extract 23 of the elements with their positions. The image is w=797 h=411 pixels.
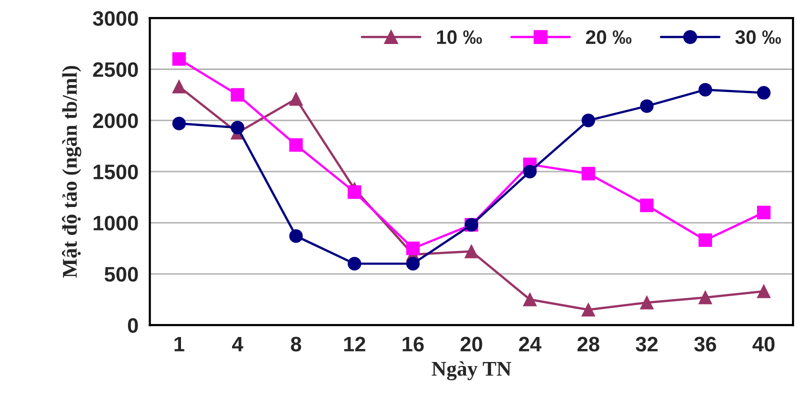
x-tick-label: 20 [460,336,482,352]
x-tick-label: 12 [344,336,366,352]
legend-label: 20 ‰ [586,30,632,44]
x-tick-label: 36 [694,336,716,352]
y-tick-label: 2500 [93,62,138,78]
x-tick-label: 24 [519,336,542,352]
y-tick-label: 3000 [92,11,138,26]
x-tick-label: 32 [636,336,658,352]
y-tick-label: 1500 [94,164,138,180]
y-tick-label: 2000 [93,113,138,128]
y-tick-label: 500 [104,266,138,282]
y-axis-title: Mật độ tảo (ngàn tb/ml) [62,66,82,278]
x-tick-label: 16 [402,336,424,352]
x-tick-label: 40 [752,336,775,352]
legend-label: 10 ‰ [437,30,482,44]
y-tick-label: 0 [128,318,138,333]
x-axis-title: Ngày TN [432,361,512,380]
legend-label: 30 ‰ [735,30,781,44]
x-tick-label: 28 [578,336,600,352]
x-tick-label: 1 [174,336,184,352]
x-tick-label: 8 [290,336,302,352]
x-tick-label: 4 [232,336,244,352]
y-tick-label: 1000 [94,216,138,231]
